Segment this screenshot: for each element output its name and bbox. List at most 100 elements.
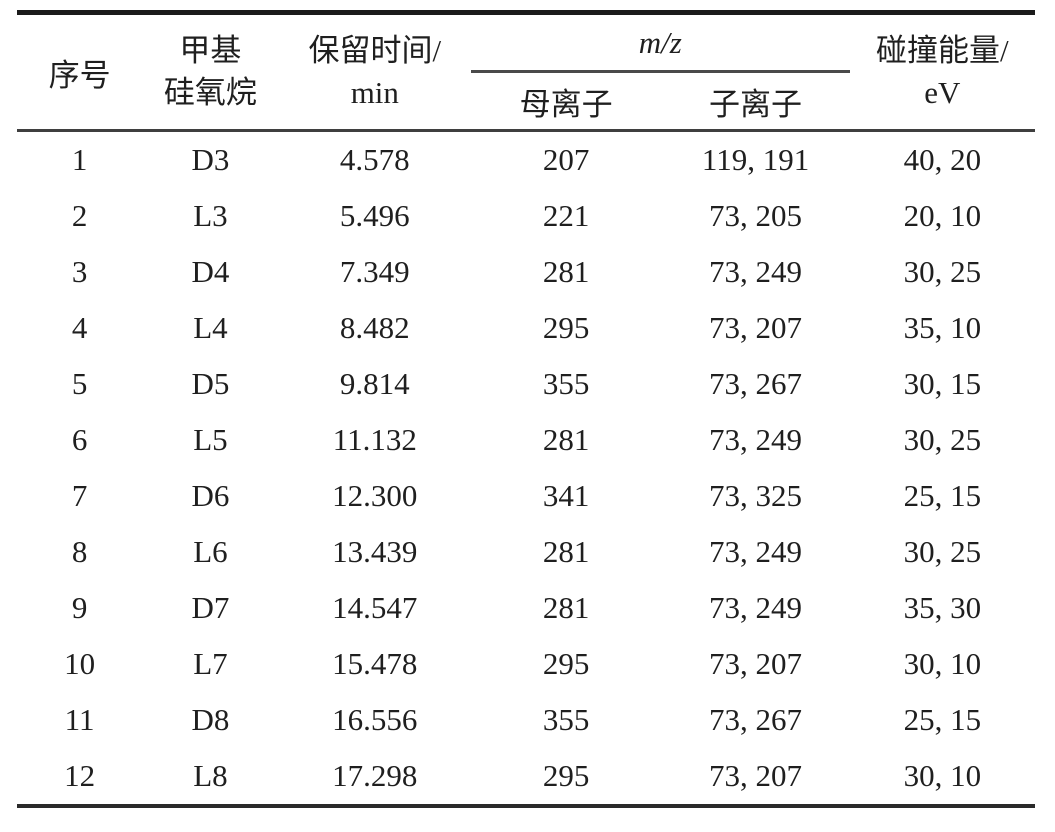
cell-daughter-ion: 73, 207 (709, 310, 803, 345)
table-row: 5 D5 9.814 355 73, 267 30, 15 (17, 356, 1035, 412)
header-no-label: 序号 (48, 57, 111, 93)
cell-siloxane: D3 (191, 142, 230, 177)
cell-no: 10 (64, 646, 96, 681)
cell-no: 7 (71, 478, 88, 513)
cell-daughter-ion: 73, 249 (709, 534, 803, 569)
cell-no: 1 (71, 142, 88, 177)
cell-no: 2 (71, 198, 88, 233)
cell-no: 4 (71, 310, 88, 345)
table-row: 1 D3 4.578 207 119, 191 40, 20 (17, 131, 1035, 189)
header-energy-line2: eV (924, 75, 961, 110)
cell-collision-energy: 30, 10 (903, 758, 982, 793)
cell-parent-ion: 221 (542, 198, 590, 233)
header-parent-ion: 母离子 (471, 71, 662, 132)
cell-no: 6 (71, 422, 88, 457)
cell-daughter-ion: 73, 205 (709, 198, 803, 233)
table-row: 2 L3 5.496 221 73, 205 20, 10 (17, 188, 1035, 244)
cell-siloxane: L8 (193, 758, 228, 793)
header-daughter-ion-label: 子离子 (709, 86, 803, 122)
cell-siloxane: L7 (193, 646, 228, 681)
cell-siloxane: D5 (191, 366, 230, 401)
table-row: 8 L6 13.439 281 73, 249 30, 25 (17, 524, 1035, 580)
table-row: 3 D4 7.349 281 73, 249 30, 25 (17, 244, 1035, 300)
cell-no: 9 (71, 590, 88, 625)
cell-collision-energy: 40, 20 (903, 142, 982, 177)
cell-retention-time: 8.482 (339, 310, 410, 345)
cell-no: 8 (71, 534, 88, 569)
cell-siloxane: D6 (191, 478, 230, 513)
cell-retention-time: 15.478 (332, 646, 418, 681)
cell-parent-ion: 281 (542, 422, 590, 457)
cell-parent-ion: 341 (542, 478, 590, 513)
cell-daughter-ion: 73, 325 (709, 478, 803, 513)
header-parent-ion-label: 母离子 (519, 86, 613, 122)
cell-retention-time: 9.814 (339, 366, 410, 401)
cell-no: 3 (71, 254, 88, 289)
cell-siloxane: L3 (193, 198, 228, 233)
cell-collision-energy: 30, 10 (903, 646, 982, 681)
cell-collision-energy: 30, 15 (903, 366, 982, 401)
header-retention-line2: min (350, 75, 399, 110)
header-siloxane-line2: 硅氧烷 (163, 75, 257, 110)
header-no: 序号 (17, 12, 143, 132)
header-retention-time: 保留时间/ min (278, 12, 471, 132)
cell-collision-energy: 25, 15 (903, 478, 982, 513)
cell-parent-ion: 355 (542, 366, 590, 401)
cell-collision-energy: 20, 10 (903, 198, 982, 233)
table-row: 10 L7 15.478 295 73, 207 30, 10 (17, 636, 1035, 692)
cell-collision-energy: 25, 15 (903, 702, 982, 737)
cell-parent-ion: 281 (542, 534, 590, 569)
cell-parent-ion: 295 (542, 310, 590, 345)
cell-daughter-ion: 73, 267 (709, 366, 803, 401)
cell-parent-ion: 281 (542, 254, 590, 289)
table-header: 序号 甲基 硅氧烷 保留时间/ min m/z 碰撞能量/ (17, 12, 1035, 132)
header-collision-energy: 碰撞能量/ eV (849, 12, 1035, 132)
cell-daughter-ion: 119, 191 (701, 142, 810, 177)
cell-siloxane: D7 (191, 590, 230, 625)
table-body: 1 D3 4.578 207 119, 191 40, 20 2 L3 5.49… (17, 131, 1035, 807)
table-row: 9 D7 14.547 281 73, 249 35, 30 (17, 580, 1035, 636)
cell-retention-time: 14.547 (332, 590, 418, 625)
cell-retention-time: 11.132 (332, 422, 417, 457)
header-siloxane-line1: 甲基 (179, 33, 242, 68)
cell-siloxane: D4 (191, 254, 230, 289)
cell-retention-time: 5.496 (339, 198, 410, 233)
cell-collision-energy: 35, 30 (903, 590, 982, 625)
table-row: 7 D6 12.300 341 73, 325 25, 15 (17, 468, 1035, 524)
cell-collision-energy: 30, 25 (903, 254, 982, 289)
cell-collision-energy: 30, 25 (903, 422, 982, 457)
msms-parameters-table: 序号 甲基 硅氧烷 保留时间/ min m/z 碰撞能量/ (17, 10, 1035, 808)
header-mz-group: m/z (471, 12, 850, 73)
cell-retention-time: 4.578 (339, 142, 410, 177)
cell-no: 5 (71, 366, 88, 401)
header-retention-line1: 保留时间/ (308, 33, 442, 68)
cell-no: 12 (64, 758, 96, 793)
table-row: 4 L4 8.482 295 73, 207 35, 10 (17, 300, 1035, 356)
cell-no: 11 (64, 702, 95, 737)
cell-collision-energy: 35, 10 (903, 310, 982, 345)
cell-siloxane: L4 (193, 310, 228, 345)
header-mz-label: m/z (638, 24, 682, 60)
cell-retention-time: 16.556 (332, 702, 418, 737)
cell-parent-ion: 295 (542, 758, 590, 793)
cell-siloxane: L6 (193, 534, 228, 569)
cell-parent-ion: 207 (542, 142, 590, 177)
cell-daughter-ion: 73, 267 (709, 702, 803, 737)
cell-collision-energy: 30, 25 (903, 534, 982, 569)
data-table: 序号 甲基 硅氧烷 保留时间/ min m/z 碰撞能量/ (17, 10, 1035, 808)
cell-parent-ion: 281 (542, 590, 590, 625)
table-row: 11 D8 16.556 355 73, 267 25, 15 (17, 692, 1035, 748)
cell-parent-ion: 355 (542, 702, 590, 737)
cell-retention-time: 12.300 (332, 478, 418, 513)
cell-daughter-ion: 73, 207 (709, 646, 803, 681)
header-energy-line1: 碰撞能量/ (876, 33, 1009, 68)
cell-siloxane: D8 (191, 702, 230, 737)
cell-retention-time: 17.298 (332, 758, 418, 793)
cell-siloxane: L5 (193, 422, 228, 457)
cell-daughter-ion: 73, 207 (709, 758, 803, 793)
cell-retention-time: 13.439 (332, 534, 418, 569)
table-row: 12 L8 17.298 295 73, 207 30, 10 (17, 748, 1035, 806)
cell-daughter-ion: 73, 249 (709, 590, 803, 625)
cell-daughter-ion: 73, 249 (709, 422, 803, 457)
